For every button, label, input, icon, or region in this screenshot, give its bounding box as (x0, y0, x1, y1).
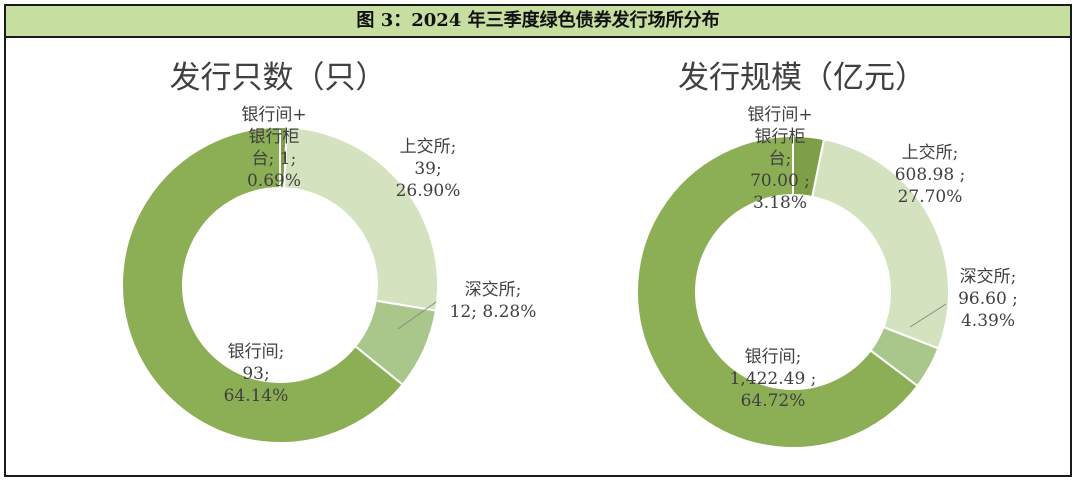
data-label-2: 上交所; 39; 26.90% (396, 137, 461, 201)
donut-chart-1: 发行只数（只） 银行间+银行柜台; 1; 0.69% 上交所; 39; 26.90% 深交所… (121, 60, 537, 444)
data-label-line: 上交所; (902, 143, 959, 163)
data-label-line: 93; (242, 364, 269, 384)
data-label-4: 银行间; 93; 64.14% (224, 342, 289, 406)
leader-line (909, 303, 947, 328)
data-label-1: 银行间+银行柜台; 70.00 ; 3.18% (747, 105, 812, 213)
donut-slice-4 (636, 134, 919, 449)
data-label-line: 银行间+ (241, 105, 306, 125)
donut-slice-2 (811, 137, 950, 350)
chart-title: 发行只数（只） (170, 60, 387, 96)
data-label-line: 39; (414, 159, 441, 179)
data-label-line: 上交所; (400, 137, 457, 157)
data-label-line: 台; (769, 149, 792, 169)
data-label-line: 银行间+ (747, 105, 812, 125)
data-label-line: 1,422.49 ; (730, 369, 817, 389)
donut-chart-2: 发行规模（亿元） 银行间+银行柜台; 70.00 ; 3.18% 上交所; 608.98 … (636, 60, 1018, 449)
data-label-line: 银行柜 (755, 127, 806, 147)
data-label-line: 0.69% (247, 171, 301, 191)
data-label-line: 台; 1; (252, 149, 297, 169)
donut-slice-2 (283, 126, 439, 312)
data-label-3: 深交所; 96.60 ; 4.39% (958, 267, 1018, 331)
data-label-line: 26.90% (396, 181, 461, 201)
data-label-line: 64.72% (741, 391, 806, 411)
figure-title: 图 3：2024 年三季度绿色债券发行场所分布 (6, 6, 1070, 38)
data-label-line: 64.14% (224, 386, 289, 406)
data-label-line: 银行柜 (249, 127, 300, 147)
data-label-line: 深交所; (960, 267, 1017, 287)
data-label-1: 银行间+银行柜台; 1; 0.69% (241, 105, 306, 191)
data-label-line: 银行间; (745, 347, 802, 367)
data-label-line: 27.70% (898, 187, 963, 207)
data-label-line: 12; 8.28% (450, 302, 537, 322)
donut-slice-4 (121, 125, 405, 444)
data-label-line: 深交所; (465, 280, 522, 300)
data-label-line: 3.18% (753, 193, 807, 213)
data-label-3: 深交所; 12; 8.28% (450, 280, 537, 322)
data-label-line: 银行间; (228, 342, 285, 362)
leader-line (397, 301, 437, 330)
data-label-line: 70.00 ; (750, 171, 810, 191)
data-label-2: 上交所; 608.98 ; 27.70% (895, 143, 966, 207)
data-label-line: 4.39% (961, 311, 1015, 331)
data-label-line: 96.60 ; (958, 289, 1018, 309)
data-label-4: 银行间; 1,422.49 ; 64.72% (730, 347, 817, 411)
data-label-line: 608.98 ; (895, 165, 966, 185)
chart-title: 发行规模（亿元） (678, 60, 926, 96)
